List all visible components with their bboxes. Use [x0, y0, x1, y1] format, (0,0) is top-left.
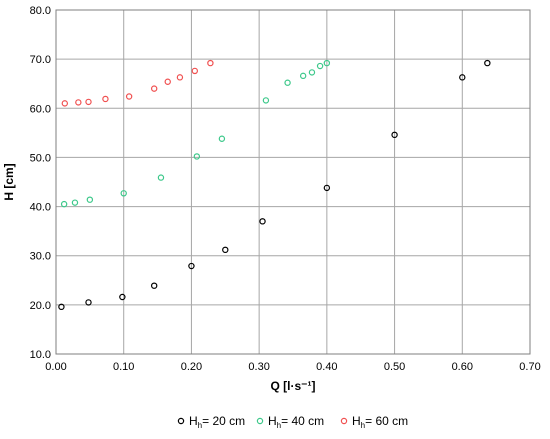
x-tick-label: 0.10 [113, 361, 134, 373]
data-point-series-2 [323, 59, 331, 67]
y-axis-title: H [cm] [2, 163, 16, 200]
legend-label-main: H [352, 414, 361, 428]
data-point-series-3 [207, 59, 214, 67]
data-point-series-2 [218, 135, 226, 142]
x-tick-label: 0.20 [181, 361, 202, 373]
data-point-series-2 [157, 174, 165, 181]
data-point-series-1 [459, 74, 466, 81]
data-point-series-1 [222, 246, 229, 254]
y-tick-label: 10.0 [30, 349, 51, 361]
x-tick-label: 0.00 [45, 361, 66, 373]
y-tick-label: 40.0 [30, 202, 51, 214]
data-point-series-2 [193, 153, 201, 160]
legend-label-subscript: h [198, 421, 202, 430]
data-point-series-2 [299, 72, 307, 80]
data-point-series-2 [316, 62, 324, 70]
data-point-series-1 [85, 299, 92, 306]
data-point-series-1 [58, 303, 65, 311]
data-point-series-1 [119, 293, 126, 301]
x-axis-title: Q [l·s⁻¹] [271, 379, 316, 393]
data-point-series-2 [86, 196, 94, 203]
y-tick-label: 60.0 [30, 103, 51, 115]
legend-label-subscript: h [361, 421, 365, 430]
data-point-series-1 [188, 262, 195, 270]
x-tick-label: 0.70 [519, 361, 540, 373]
y-tick-label: 70.0 [30, 54, 51, 66]
data-point-series-2 [308, 69, 316, 76]
y-tick-label: 80.0 [30, 5, 51, 17]
data-point-series-3 [164, 78, 171, 85]
data-point-series-3 [61, 100, 69, 107]
data-point-series-1 [484, 59, 491, 67]
legend-label-main: H [189, 414, 198, 428]
plot-area [55, 9, 531, 355]
data-point-series-3 [75, 99, 82, 106]
legend-label-rest: = 40 cm [281, 414, 324, 428]
data-point-series-3 [191, 67, 199, 75]
grid-lines [55, 9, 531, 355]
data-point-series-1 [323, 184, 331, 192]
data-point-series-2 [120, 190, 127, 197]
legend-label-main: H [268, 414, 277, 428]
x-tick-label: 0.30 [248, 361, 269, 373]
y-axis-tick-labels: 10.0 20.0 30.0 40.0 50.0 60.0 70.0 80.0 [30, 5, 51, 361]
legend-entry-label: Hh= 20 cm [189, 414, 245, 430]
legend-marker [340, 417, 348, 425]
legend-marker [256, 417, 264, 425]
legend-marker [177, 417, 185, 425]
data-point-series-2 [262, 97, 270, 104]
data-point-series-3 [150, 85, 158, 92]
data-point-series-3 [125, 93, 133, 100]
data-point-series-1 [391, 131, 398, 139]
legend-entry-label: Hh= 60 cm [352, 414, 408, 430]
legend-label-subscript: h [277, 421, 281, 430]
y-tick-label: 50.0 [30, 152, 51, 164]
legend-label-rest: = 20 cm [202, 414, 245, 428]
data-point-series-3 [85, 98, 92, 106]
data-points [58, 59, 491, 311]
data-point-series-1 [150, 282, 158, 289]
legend-label-rest: = 60 cm [365, 414, 408, 428]
data-point-series-2 [71, 199, 79, 206]
x-tick-label: 0.50 [384, 361, 405, 373]
data-point-series-3 [176, 74, 184, 81]
x-tick-label: 0.60 [452, 361, 473, 373]
y-tick-label: 30.0 [30, 251, 51, 263]
data-point-series-1 [259, 218, 266, 225]
x-axis-tick-labels: 0.00 0.10 0.20 0.30 0.40 0.50 0.60 0.70 [45, 361, 540, 373]
legend-entry-label: Hh= 40 cm [268, 414, 324, 430]
legend: Hh= 20 cm Hh= 40 cm Hh= 60 cm [177, 414, 408, 430]
x-tick-label: 0.40 [316, 361, 337, 373]
y-tick-label: 20.0 [30, 300, 51, 312]
data-point-series-2 [284, 79, 291, 86]
data-point-series-2 [60, 200, 68, 208]
data-point-series-3 [102, 95, 109, 103]
